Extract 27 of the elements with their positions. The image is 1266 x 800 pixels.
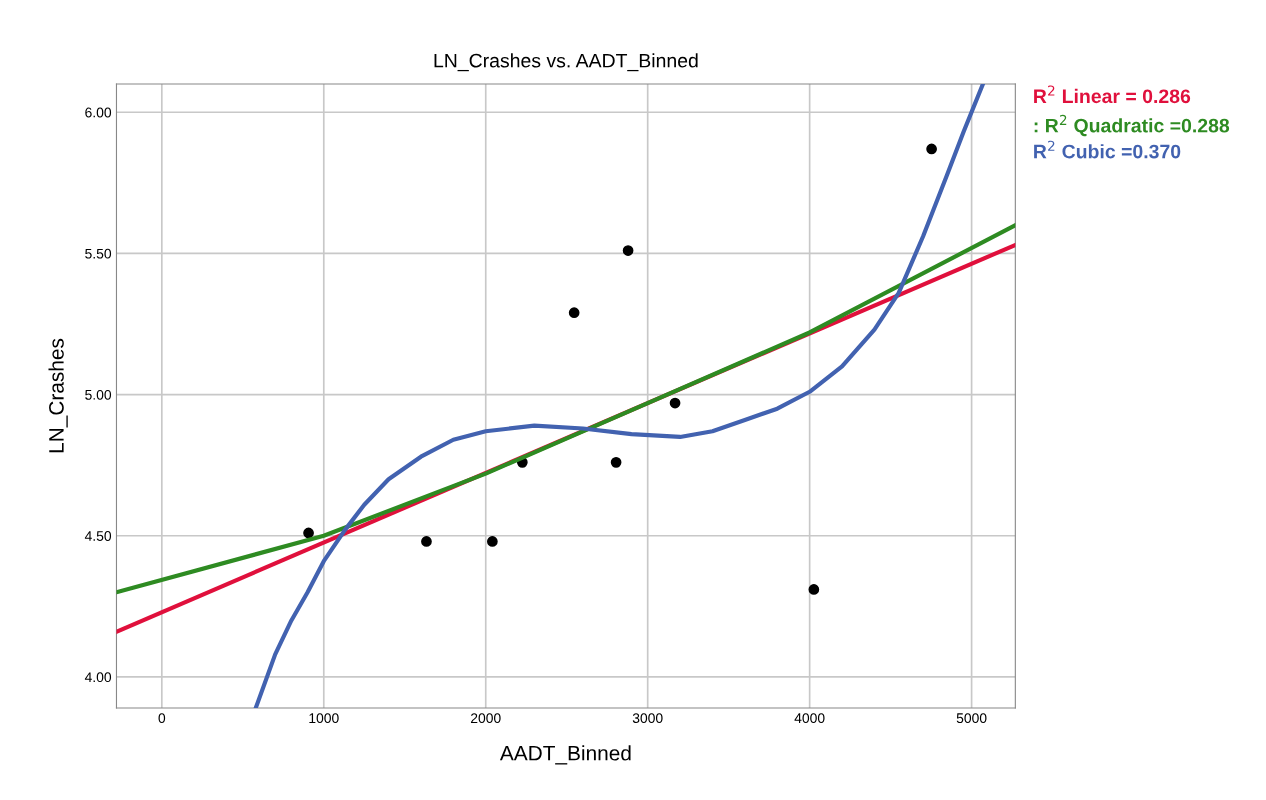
y-tick-label: 6.00 [85, 107, 112, 118]
y-tick-label: 5.50 [85, 248, 112, 259]
text: R$^{2}$ Cubic =0.370 [1034, 140, 1181, 159]
chart-title: LN_Crashes vs. AADT_Binned [434, 53, 698, 72]
y-tick-label: 4.50 [84, 531, 112, 541]
point [622, 245, 634, 256]
x-tick-label: 2000 [470, 713, 501, 724]
y-axis-title: LN_Crashes [48, 338, 68, 453]
point [303, 527, 314, 539]
text: R$^{2}$ Linear = 0.286 [1034, 85, 1191, 104]
point [808, 584, 820, 595]
point [568, 307, 580, 319]
line-series [253, 84, 986, 708]
point [926, 143, 937, 155]
x-axis-title: AADT_Binned [499, 745, 631, 765]
point [421, 536, 432, 547]
point [610, 456, 622, 468]
point [669, 397, 681, 409]
x-tick-label: 4000 [794, 713, 825, 724]
y-tick-label: 4.00 [84, 672, 112, 683]
x-tick-label: 1000 [309, 713, 339, 724]
x-tick-label: 5000 [956, 713, 987, 724]
point [487, 536, 498, 547]
y-tick-label: 5.00 [85, 389, 112, 400]
x-tick-label: 3000 [632, 713, 663, 724]
text: : R$^{2}$ Quadratic =0.288 [1034, 114, 1230, 137]
x-tick-label: 0 [158, 713, 166, 724]
